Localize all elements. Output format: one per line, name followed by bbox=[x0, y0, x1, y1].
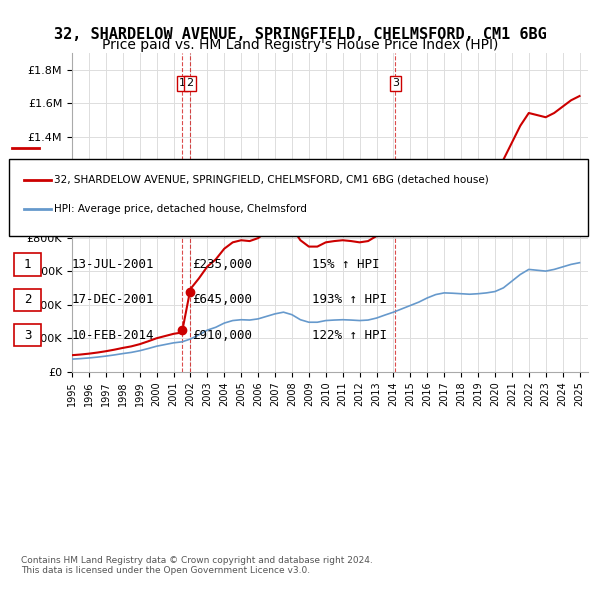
Text: 2: 2 bbox=[187, 78, 193, 88]
Text: £910,000: £910,000 bbox=[192, 329, 252, 342]
Text: 1: 1 bbox=[24, 258, 31, 271]
Text: 15% ↑ HPI: 15% ↑ HPI bbox=[312, 258, 380, 271]
Text: HPI: Average price, detached house, Chelmsford: HPI: Average price, detached house, Chel… bbox=[54, 205, 307, 214]
Text: 193% ↑ HPI: 193% ↑ HPI bbox=[312, 293, 387, 306]
Text: 17-DEC-2001: 17-DEC-2001 bbox=[72, 293, 155, 306]
Text: 3: 3 bbox=[24, 329, 31, 342]
Text: 2: 2 bbox=[24, 293, 31, 306]
Text: Contains HM Land Registry data © Crown copyright and database right 2024.
This d: Contains HM Land Registry data © Crown c… bbox=[21, 556, 373, 575]
Text: 3: 3 bbox=[392, 78, 399, 88]
Text: £645,000: £645,000 bbox=[192, 293, 252, 306]
Text: 10-FEB-2014: 10-FEB-2014 bbox=[72, 329, 155, 342]
Text: 32, SHARDELOW AVENUE, SPRINGFIELD, CHELMSFORD, CM1 6BG (detached house): 32, SHARDELOW AVENUE, SPRINGFIELD, CHELM… bbox=[54, 175, 489, 185]
Text: £235,000: £235,000 bbox=[192, 258, 252, 271]
Text: 122% ↑ HPI: 122% ↑ HPI bbox=[312, 329, 387, 342]
Text: 32, SHARDELOW AVENUE, SPRINGFIELD, CHELMSFORD, CM1 6BG: 32, SHARDELOW AVENUE, SPRINGFIELD, CHELM… bbox=[53, 27, 547, 41]
Text: 1: 1 bbox=[179, 78, 186, 88]
Text: Price paid vs. HM Land Registry's House Price Index (HPI): Price paid vs. HM Land Registry's House … bbox=[102, 38, 498, 53]
Text: 13-JUL-2001: 13-JUL-2001 bbox=[72, 258, 155, 271]
